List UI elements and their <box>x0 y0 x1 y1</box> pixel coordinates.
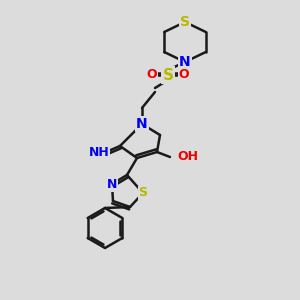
Text: S: S <box>139 187 148 200</box>
Text: O: O <box>147 68 157 82</box>
Text: OH: OH <box>177 151 198 164</box>
Text: S: S <box>163 68 173 82</box>
Text: N: N <box>179 55 191 69</box>
Text: NH: NH <box>88 146 110 158</box>
Text: N: N <box>107 178 117 190</box>
Text: N: N <box>136 117 148 131</box>
Text: O: O <box>179 68 189 82</box>
Text: S: S <box>180 15 190 29</box>
